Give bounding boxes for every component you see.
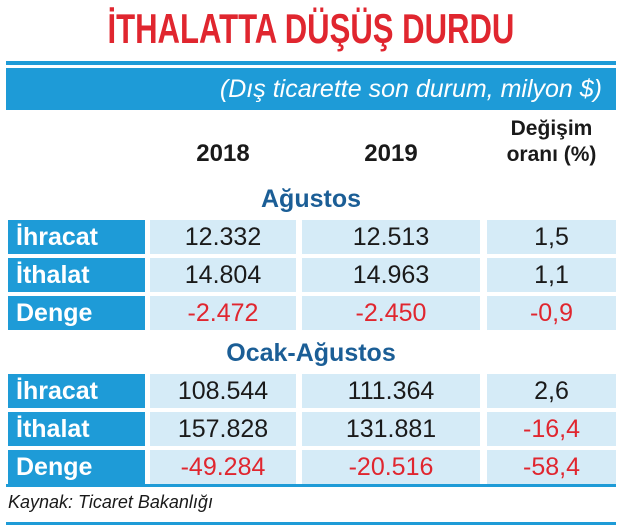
- value-cell: -2.472: [150, 296, 296, 330]
- subtitle: (Dış ticarette son durum, milyon $): [6, 68, 616, 110]
- value-cell: -0,9: [487, 296, 616, 330]
- column-header: 2018: [196, 140, 250, 167]
- row-label: İhracat: [8, 220, 145, 254]
- row-label: İhracat: [8, 374, 145, 408]
- column-header: Değişim oranı (%): [506, 117, 597, 166]
- value-cell: -49.284: [150, 450, 296, 484]
- value-cell: -20.516: [302, 450, 480, 484]
- source: Kaynak: Ticaret Bakanlığı: [8, 492, 213, 512]
- value-cell: 12.332: [150, 220, 296, 254]
- value-cell: 157.828: [150, 412, 296, 446]
- section-header: Ocak-Ağustos: [226, 339, 396, 367]
- value-cell: 1,5: [487, 220, 616, 254]
- value-cell: -58,4: [487, 450, 616, 484]
- value-cell: 111.364: [302, 374, 480, 408]
- column-header: 2019: [364, 140, 418, 167]
- row-label: Denge: [8, 296, 145, 330]
- row-label: İthalat: [8, 412, 145, 446]
- value-cell: 14.963: [302, 258, 480, 292]
- row-label: İthalat: [8, 258, 145, 292]
- rule: [6, 61, 616, 65]
- value-cell: 1,1: [487, 258, 616, 292]
- value-cell: -16,4: [487, 412, 616, 446]
- title: İTHALATTA DÜŞÜŞ DURDU: [0, 4, 622, 54]
- value-cell: 131.881: [302, 412, 480, 446]
- value-cell: 2,6: [487, 374, 616, 408]
- title-text: İTHALATTA DÜŞÜŞ DURDU: [107, 5, 515, 52]
- value-cell: 108.544: [150, 374, 296, 408]
- value-cell: -2.450: [302, 296, 480, 330]
- row-label: Denge: [8, 450, 145, 484]
- value-cell: 12.513: [302, 220, 480, 254]
- value-cell: 14.804: [150, 258, 296, 292]
- rule: [6, 484, 616, 487]
- rule: [6, 522, 616, 525]
- section-header: Ağustos: [261, 185, 361, 213]
